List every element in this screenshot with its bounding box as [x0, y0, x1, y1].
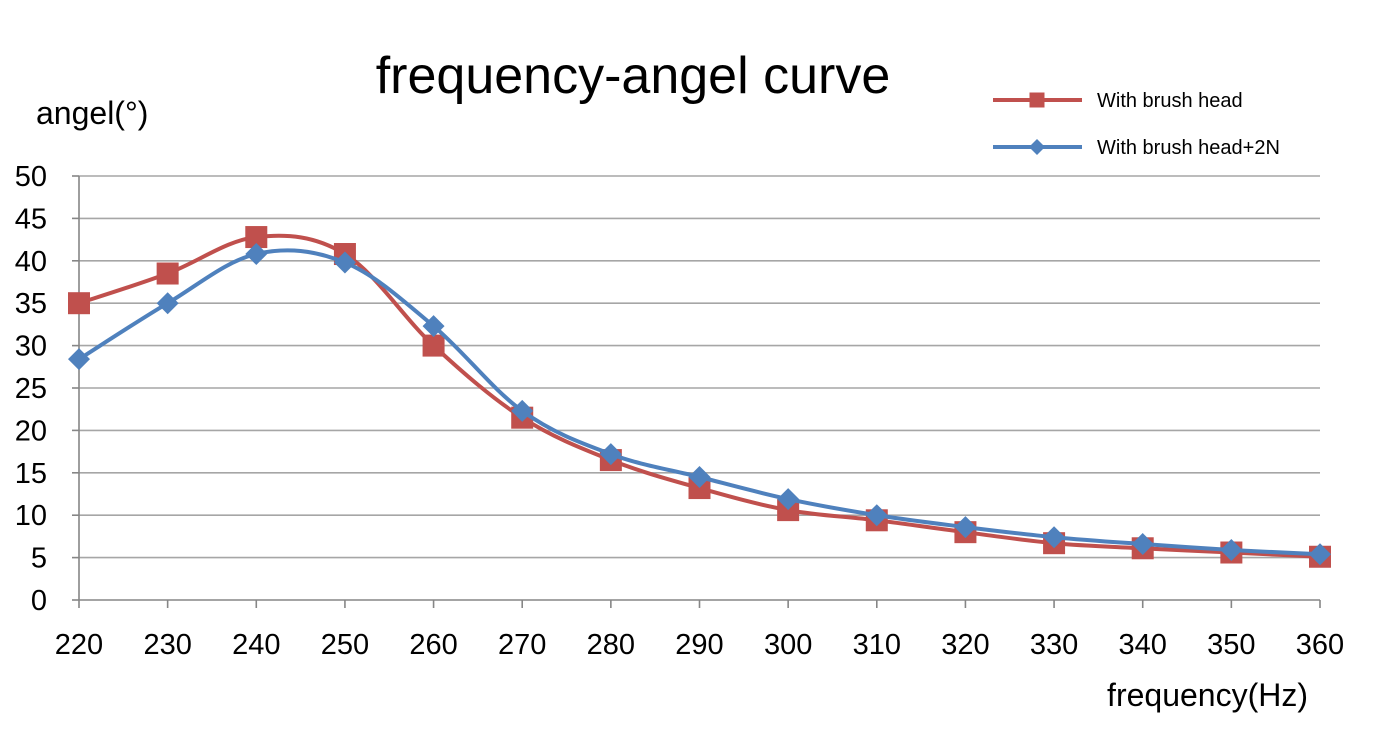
series — [68, 226, 1331, 568]
legend-item-with-brush-head: With brush head — [993, 90, 1243, 112]
data-point-with-brush-head-220 — [68, 292, 90, 315]
legend-item-with-brush-head-2n: With brush head+2N — [993, 137, 1280, 159]
x-tick-label-240: 240 — [232, 629, 280, 661]
x-tick-label-290: 290 — [675, 629, 723, 661]
data-point-with-brush-head-2n-340 — [1131, 533, 1154, 556]
data-point-with-brush-head-2n-290 — [688, 466, 711, 489]
x-tick-label-280: 280 — [587, 629, 635, 661]
x-tick-label-270: 270 — [498, 629, 546, 661]
data-point-with-brush-head-2n-280 — [599, 443, 622, 466]
data-point-with-brush-head-2n-240 — [245, 243, 268, 266]
y-tick-label-35: 35 — [15, 288, 47, 320]
y-tick-label-25: 25 — [15, 373, 47, 405]
data-point-with-brush-head-2n-350 — [1220, 538, 1243, 561]
data-point-with-brush-head-2n-300 — [777, 488, 800, 511]
legend: With brush head With brush head+2N — [993, 90, 1280, 159]
x-tick-label-230: 230 — [143, 629, 191, 661]
data-point-with-brush-head-260 — [422, 334, 445, 357]
data-point-with-brush-head-230 — [156, 262, 179, 285]
x-tick-label-220: 220 — [55, 629, 103, 661]
data-point-with-brush-head-2n-320 — [954, 516, 977, 539]
axes — [72, 175, 1321, 608]
data-point-with-brush-head-240 — [245, 226, 268, 249]
series-with-brush-head-2n — [68, 243, 1331, 566]
data-point-with-brush-head-2n-270 — [511, 399, 534, 422]
y-tick-labels: 0 5 10 15 20 25 30 35 40 45 50 — [15, 161, 47, 617]
x-tick-label-350: 350 — [1207, 629, 1255, 661]
y-tick-label-0: 0 — [31, 585, 47, 617]
data-point-with-brush-head-2n-220 — [68, 348, 90, 371]
x-tick-label-360: 360 — [1296, 629, 1344, 661]
data-point-with-brush-head-2n-330 — [1043, 526, 1066, 549]
series-line-with-brush-head-2n — [77, 248, 1321, 557]
data-point-with-brush-head-2n-260 — [422, 315, 445, 338]
x-tick-label-330: 330 — [1030, 629, 1078, 661]
y-tick-label-50: 50 — [15, 161, 47, 193]
y-tick-label-30: 30 — [15, 331, 47, 363]
x-tick-label-320: 320 — [941, 629, 989, 661]
legend-label-with-brush-head: With brush head — [1097, 90, 1243, 112]
y-tick-label-10: 10 — [15, 500, 47, 532]
y-axis-label: angel(°) — [36, 95, 148, 131]
series-line-with-brush-head — [78, 233, 1321, 559]
gridlines — [79, 175, 1320, 559]
legend-marker-square — [1029, 92, 1045, 108]
data-point-with-brush-head-290 — [688, 477, 711, 500]
y-tick-label-45: 45 — [15, 203, 47, 235]
data-point-with-brush-head-300 — [777, 499, 800, 522]
y-tick-label-20: 20 — [15, 415, 47, 447]
x-axis-label: frequency(Hz) — [1107, 677, 1308, 713]
data-point-with-brush-head-2n-360 — [1309, 543, 1331, 566]
x-tick-label-260: 260 — [409, 629, 457, 661]
x-tick-label-250: 250 — [321, 629, 369, 661]
data-point-with-brush-head-2n-310 — [865, 504, 888, 527]
y-tick-label-40: 40 — [15, 246, 47, 278]
y-tick-label-15: 15 — [15, 458, 47, 490]
x-tick-labels: 220 230 240 250 260 270 280 290 300 310 320 330 340 3… — [55, 629, 1344, 661]
data-point-with-brush-head-2n-250 — [333, 251, 356, 274]
legend-label-with-brush-head-2n: With brush head+2N — [1097, 137, 1280, 159]
chart-title: frequency-angel curve — [376, 47, 891, 105]
series-with-brush-head — [68, 226, 1331, 568]
legend-marker-diamond — [1029, 139, 1045, 155]
x-tick-label-340: 340 — [1119, 629, 1167, 661]
x-tick-label-310: 310 — [853, 629, 901, 661]
x-tick-label-300: 300 — [764, 629, 812, 661]
y-tick-label-5: 5 — [31, 543, 47, 575]
data-point-with-brush-head-2n-230 — [156, 292, 179, 315]
